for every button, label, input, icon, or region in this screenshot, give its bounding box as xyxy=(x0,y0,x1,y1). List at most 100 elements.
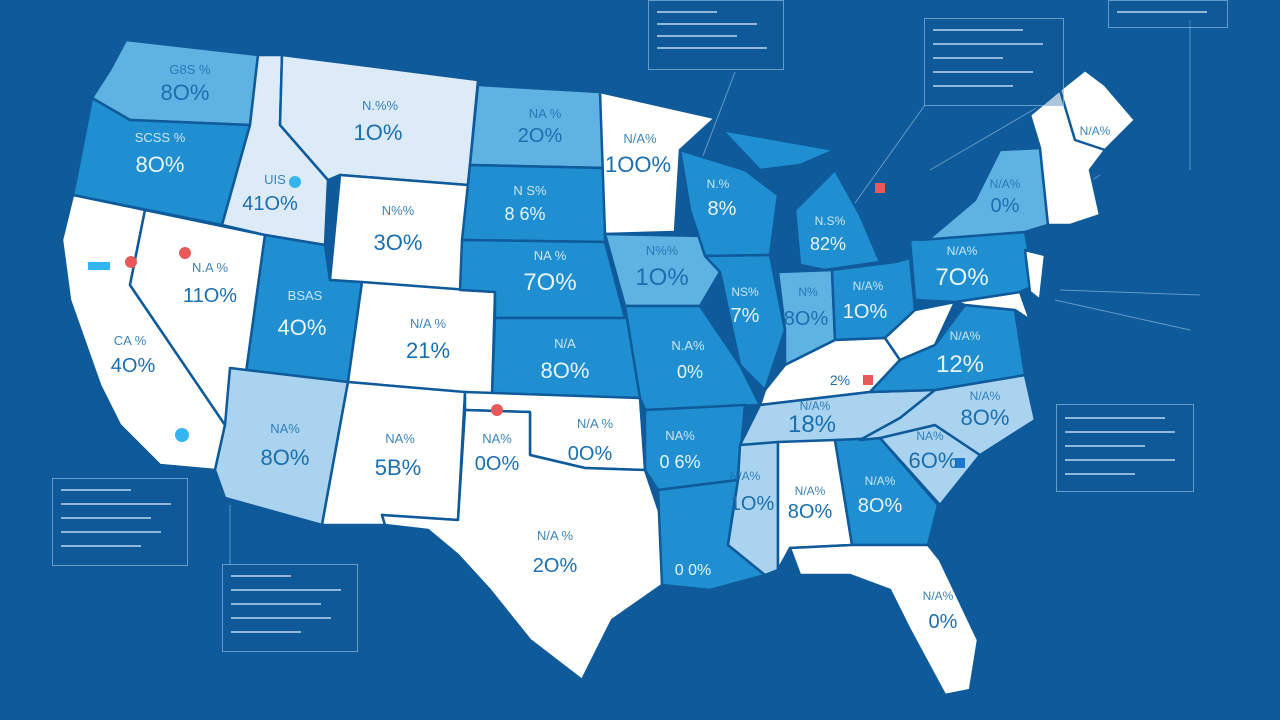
label-pa-code: N/A% xyxy=(947,244,978,258)
state-wv[interactable] xyxy=(883,300,957,362)
marker-tag xyxy=(88,262,110,270)
label-nv-pct: 11O% xyxy=(183,285,237,307)
label-wa-pct: 8O% xyxy=(161,80,210,105)
label-mt-code: N.%% xyxy=(362,98,399,113)
label-mn-code: N/A% xyxy=(623,131,657,146)
label-in-pct: 8O% xyxy=(784,308,829,330)
label-tx-code: N/A % xyxy=(537,528,574,543)
label-mn-pct: 1OO% xyxy=(605,152,671,177)
state-nj[interactable] xyxy=(1023,248,1047,302)
label-il-code: NS% xyxy=(731,285,759,299)
state-tx[interactable] xyxy=(380,408,664,682)
label-or-pct: 8O% xyxy=(136,152,185,177)
label-ny-code: N/A% xyxy=(990,177,1021,191)
marker-pin-blue xyxy=(289,176,301,188)
label-sd-pct: 8 6% xyxy=(504,204,545,224)
label-ne-code: NA % xyxy=(534,248,567,263)
label-wi-code: N.% xyxy=(707,177,730,191)
label-mi-code: N.S% xyxy=(815,214,846,228)
state-mi[interactable] xyxy=(720,128,882,272)
label-ks-code: N/A xyxy=(554,336,576,351)
label-me-code: N/A% xyxy=(1080,124,1111,138)
label-mo-code: N.A% xyxy=(671,338,705,353)
label-ca-pct: 4O% xyxy=(111,355,156,377)
state-fl[interactable] xyxy=(788,543,980,697)
label-va-pct: 12% xyxy=(936,351,984,378)
info-panel-left xyxy=(52,478,188,566)
state-nc[interactable] xyxy=(858,373,1037,457)
info-panel-top-center xyxy=(648,0,784,70)
connector-lines xyxy=(229,20,1201,565)
label-ar-code: NA% xyxy=(665,428,695,443)
marker-square-red xyxy=(875,183,885,193)
label-ks-pct: 8O% xyxy=(541,358,590,383)
label-la-pct: 0 0% xyxy=(675,562,711,579)
label-nc-pct: 8O% xyxy=(961,405,1010,430)
label-mt-pct: 1O% xyxy=(354,120,403,145)
label-id-code: UIS xyxy=(264,172,286,187)
state-me[interactable] xyxy=(1058,68,1137,152)
label-ia-code: N%% xyxy=(646,243,679,258)
label-in-code: N% xyxy=(798,285,818,299)
label-ny-pct: 0% xyxy=(991,195,1020,217)
label-al-code: N/A% xyxy=(795,484,826,498)
label-mi-pct: 82% xyxy=(810,234,846,254)
label-nd-code: NA % xyxy=(529,106,562,121)
label-ne-pct: 7O% xyxy=(523,269,576,296)
marker-square-blue xyxy=(955,458,965,468)
state-ia[interactable] xyxy=(603,232,722,308)
label-wy-pct: 3O% xyxy=(374,230,423,255)
info-panel-right xyxy=(1056,404,1194,492)
label-ok-code: NA% xyxy=(482,431,512,446)
label-mo-pct: 0% xyxy=(677,362,703,382)
label-sd-code: N S% xyxy=(513,183,547,198)
label-nm-pct: 5B% xyxy=(375,455,421,480)
label-pa-pct: 7O% xyxy=(935,264,988,291)
label-ia-pct: 1O% xyxy=(635,264,688,291)
info-panel-bottom-left xyxy=(222,564,358,652)
label-az-code: NA% xyxy=(270,421,300,436)
label-nd-pct: 2O% xyxy=(518,125,563,147)
label-co-code: N/A % xyxy=(410,316,447,331)
label-az-pct: 8O% xyxy=(261,445,310,470)
label-ga-code: N/A% xyxy=(865,474,896,488)
label-wa-code: G8S % xyxy=(169,62,211,77)
label-wy-code: N%% xyxy=(382,203,415,218)
state-mn[interactable] xyxy=(598,90,717,236)
label-ok2-pct: 0O% xyxy=(568,443,613,465)
label-or-code: SCSS % xyxy=(135,130,186,145)
label-fl-pct: 0% xyxy=(929,611,958,633)
label-ok2-code: N/A % xyxy=(577,416,614,431)
label-ok-pct: 0O% xyxy=(475,453,520,475)
info-panel-top-right xyxy=(924,18,1064,106)
label-tn-code: N/A% xyxy=(800,399,831,413)
label-oh-code: N/A% xyxy=(853,279,884,293)
label-ut-pct: 4O% xyxy=(278,315,327,340)
label-nv-code: N.A % xyxy=(192,260,229,275)
marker-pin-red xyxy=(179,247,191,259)
label-sc-code: NA% xyxy=(916,429,944,443)
label-ky-pct: 2% xyxy=(830,372,850,388)
label-nc-code: N/A% xyxy=(970,389,1001,403)
label-al-pct: 8O% xyxy=(788,501,833,523)
label-sc-pct: 6O% xyxy=(909,448,958,473)
decorative-dots xyxy=(88,176,965,468)
label-ms-pct: 1O% xyxy=(730,493,775,515)
state-nm[interactable] xyxy=(320,380,467,527)
label-wi-pct: 8% xyxy=(708,198,737,220)
label-nm-code: NA% xyxy=(385,431,415,446)
marker-square-red xyxy=(863,375,873,385)
label-il-pct: 7% xyxy=(731,305,760,327)
marker-pin-red xyxy=(125,256,137,268)
label-tx-pct: 2O% xyxy=(533,555,578,577)
label-va-code: N/A% xyxy=(950,329,981,343)
label-ga-pct: 8O% xyxy=(858,495,903,517)
label-tn-pct: 18% xyxy=(788,411,836,438)
label-id-pct: 41O% xyxy=(242,193,298,215)
label-ca-code: CA % xyxy=(114,333,147,348)
info-panel-corner xyxy=(1108,0,1228,28)
label-ut-code: BSAS xyxy=(288,288,323,303)
label-ms-code: N/A% xyxy=(730,469,761,483)
label-co-pct: 21% xyxy=(406,338,450,363)
